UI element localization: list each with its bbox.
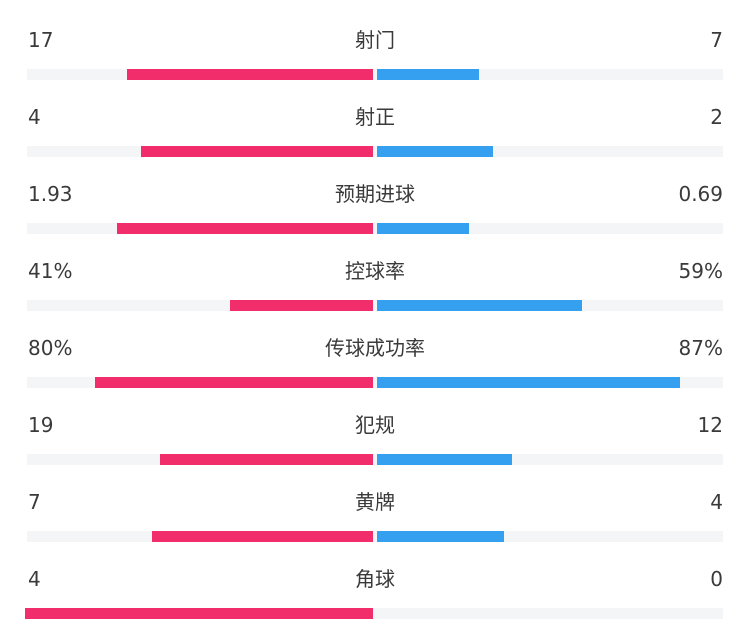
home-value: 17 <box>28 28 54 52</box>
bar-track <box>27 608 723 619</box>
home-bar <box>151 531 373 542</box>
away-value: 87% <box>678 336 723 360</box>
stat-row: 19 犯规 12 <box>0 391 750 468</box>
stat-label: 黄牌 <box>355 490 395 514</box>
home-bar <box>94 377 373 388</box>
away-bar <box>377 377 680 388</box>
home-bar <box>230 300 373 311</box>
home-value: 7 <box>28 490 41 514</box>
home-value: 4 <box>28 105 41 129</box>
home-bar <box>159 454 373 465</box>
stat-row: 4 角球 0 <box>0 545 750 622</box>
home-value: 19 <box>28 413 54 437</box>
stat-label: 角球 <box>355 567 395 591</box>
bar-track <box>27 300 723 311</box>
away-bar <box>377 531 504 542</box>
home-value: 4 <box>28 567 41 591</box>
home-bar <box>126 69 373 80</box>
bar-track <box>27 146 723 157</box>
bar-track <box>27 223 723 234</box>
stat-label: 犯规 <box>355 413 395 437</box>
stat-row: 4 射正 2 <box>0 83 750 160</box>
away-value: 2 <box>710 105 723 129</box>
home-value: 1.93 <box>28 182 73 206</box>
home-value: 41% <box>28 259 73 283</box>
stat-row: 41% 控球率 59% <box>0 237 750 314</box>
away-bar <box>377 300 583 311</box>
away-value: 0 <box>710 567 723 591</box>
bar-track <box>27 377 723 388</box>
away-value: 4 <box>710 490 723 514</box>
stat-label: 射正 <box>355 105 395 129</box>
stat-row: 17 射门 7 <box>0 6 750 83</box>
stat-label: 预期进球 <box>335 182 415 206</box>
stat-label: 传球成功率 <box>325 336 425 360</box>
stat-label: 射门 <box>355 28 395 52</box>
away-bar <box>377 223 469 234</box>
away-value: 59% <box>678 259 723 283</box>
stat-row: 7 黄牌 4 <box>0 468 750 545</box>
away-bar <box>377 69 479 80</box>
home-bar <box>25 608 373 619</box>
away-value: 12 <box>697 413 723 437</box>
away-value: 7 <box>710 28 723 52</box>
home-value: 80% <box>28 336 73 360</box>
away-bar <box>377 146 493 157</box>
stat-row: 80% 传球成功率 87% <box>0 314 750 391</box>
bar-track <box>27 454 723 465</box>
stat-row: 1.93 预期进球 0.69 <box>0 160 750 237</box>
home-bar <box>141 146 373 157</box>
stat-label: 控球率 <box>345 259 405 283</box>
bar-track <box>27 531 723 542</box>
away-bar <box>377 454 512 465</box>
away-value: 0.69 <box>678 182 723 206</box>
home-bar <box>116 223 373 234</box>
bar-track <box>27 69 723 80</box>
